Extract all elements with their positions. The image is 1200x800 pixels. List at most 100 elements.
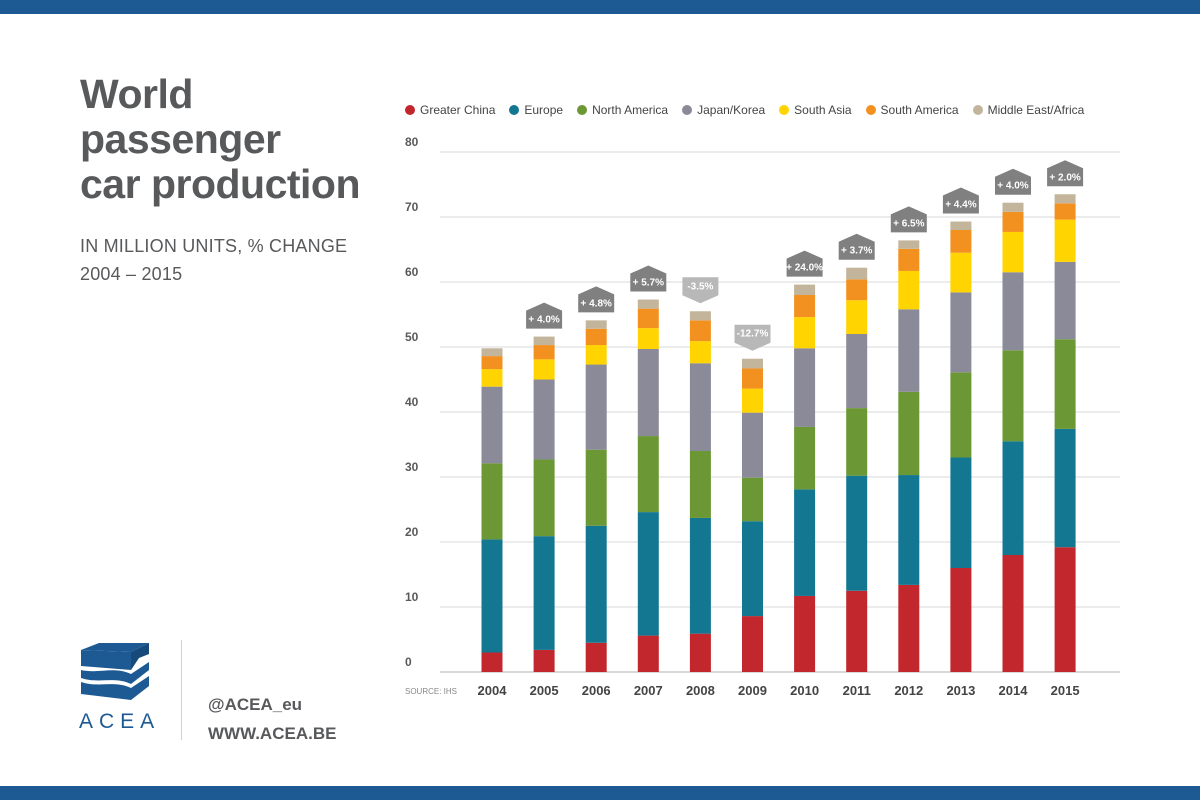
bar-segment xyxy=(950,230,972,253)
bar-segment xyxy=(846,334,868,409)
bar-segment xyxy=(1002,350,1024,442)
bar-segment xyxy=(742,477,763,522)
bar-segment xyxy=(846,475,868,591)
bar-segment xyxy=(742,388,763,413)
x-tick-label: 2012 xyxy=(894,683,923,698)
bar-segment xyxy=(533,359,555,380)
bar-segment xyxy=(585,328,607,346)
legend-label: North America xyxy=(592,103,669,117)
bar-segment xyxy=(846,408,868,476)
bar-segment xyxy=(637,348,659,437)
legend-label: Greater China xyxy=(420,103,496,117)
x-tick-label: 2009 xyxy=(738,683,767,698)
legend-item: Japan/Korea xyxy=(682,103,765,117)
legend-swatch xyxy=(865,105,876,115)
bar-segment xyxy=(794,348,816,427)
change-flag xyxy=(734,324,771,351)
legend-item: South Asia xyxy=(779,103,852,117)
bar-segment xyxy=(689,451,711,518)
legend-item: Greater China xyxy=(405,103,495,117)
bar-segment xyxy=(1054,547,1076,672)
bar-segment xyxy=(898,391,920,476)
bar-segment xyxy=(533,379,555,460)
bar-segment xyxy=(585,320,607,329)
bar-segment xyxy=(689,341,711,364)
bar-segment xyxy=(898,309,920,392)
bar-segment xyxy=(533,649,555,672)
bar-segment xyxy=(742,368,763,389)
bar-segment xyxy=(1054,339,1076,429)
website-link[interactable]: WWW.ACEA.BE xyxy=(208,724,337,743)
change-label: + 4.0% xyxy=(997,181,1029,192)
bar-segment xyxy=(794,489,816,596)
title-line: car production xyxy=(80,161,361,207)
legend-label: Europe xyxy=(524,103,564,117)
twitter-handle[interactable]: @ACEA_eu xyxy=(208,695,303,714)
change-label: + 4.8% xyxy=(580,298,612,309)
bar-segment xyxy=(1002,202,1024,212)
x-tick-label: 2013 xyxy=(946,683,975,698)
top-band xyxy=(0,0,1200,14)
footer-divider xyxy=(181,640,182,740)
legend-swatch xyxy=(682,105,693,115)
bar-segment xyxy=(637,512,659,636)
subtitle-line: 2004 – 2015 xyxy=(80,264,183,284)
bar-segment xyxy=(481,463,503,540)
bar-segment xyxy=(898,475,920,585)
bar-segment xyxy=(481,386,503,464)
bar-segment xyxy=(689,320,711,342)
change-flag xyxy=(942,187,979,214)
bar-segment xyxy=(1054,428,1076,548)
bar-segment xyxy=(846,300,868,334)
bar-segment xyxy=(846,279,868,301)
legend-swatch xyxy=(779,105,790,115)
subtitle-line: IN MILLION UNITS, % CHANGE xyxy=(80,236,348,256)
legend-item: South America xyxy=(865,103,959,117)
bar-segment xyxy=(1002,272,1024,351)
acea-logo: ACEA xyxy=(79,640,155,734)
legend-item: Middle East/Africa xyxy=(972,103,1085,117)
page-title: World passenger car production xyxy=(80,72,380,207)
x-tick-label: 2011 xyxy=(843,683,871,698)
bar-segment xyxy=(846,590,868,672)
change-flag xyxy=(786,250,823,277)
y-tick-label: 20 xyxy=(405,525,419,539)
change-label: + 4.4% xyxy=(945,200,977,211)
bar-segment xyxy=(1054,203,1076,220)
bar-segment xyxy=(1054,261,1076,340)
x-tick-label: 2006 xyxy=(582,683,611,698)
bar-segment xyxy=(794,295,816,318)
bar-segment xyxy=(689,517,711,634)
legend-label: Japan/Korea xyxy=(697,103,766,117)
bar-segment xyxy=(585,525,607,643)
bar-segment xyxy=(898,240,920,249)
y-tick-label: 80 xyxy=(405,135,419,149)
bar-segment xyxy=(481,539,503,653)
bar-segment xyxy=(950,292,972,373)
legend-swatch xyxy=(577,105,588,115)
bar-segment xyxy=(637,328,659,349)
legend-item: North America xyxy=(577,103,668,117)
bar-segment xyxy=(637,299,659,309)
y-tick-label: 40 xyxy=(405,395,419,409)
change-label: + 5.7% xyxy=(633,278,665,289)
bar-segment xyxy=(742,521,763,617)
bar-segment xyxy=(481,348,503,357)
legend-swatch xyxy=(509,105,520,115)
bar-segment xyxy=(950,252,972,293)
change-label: + 2.0% xyxy=(1049,172,1081,183)
bar-segment xyxy=(1002,211,1024,232)
bar-segment xyxy=(585,345,607,365)
legend-label: Middle East/Africa xyxy=(987,103,1085,117)
bar-segment xyxy=(742,616,763,672)
change-flag xyxy=(890,206,927,233)
contact-info: @ACEA_eu WWW.ACEA.BE xyxy=(208,690,336,748)
x-tick-label: 2004 xyxy=(478,683,508,698)
bar-segment xyxy=(1054,194,1076,204)
change-label: + 4.0% xyxy=(528,315,560,326)
change-flag xyxy=(578,286,615,313)
logo-text: ACEA xyxy=(79,710,161,733)
bar-segment xyxy=(1002,441,1024,555)
change-flag xyxy=(995,168,1031,195)
